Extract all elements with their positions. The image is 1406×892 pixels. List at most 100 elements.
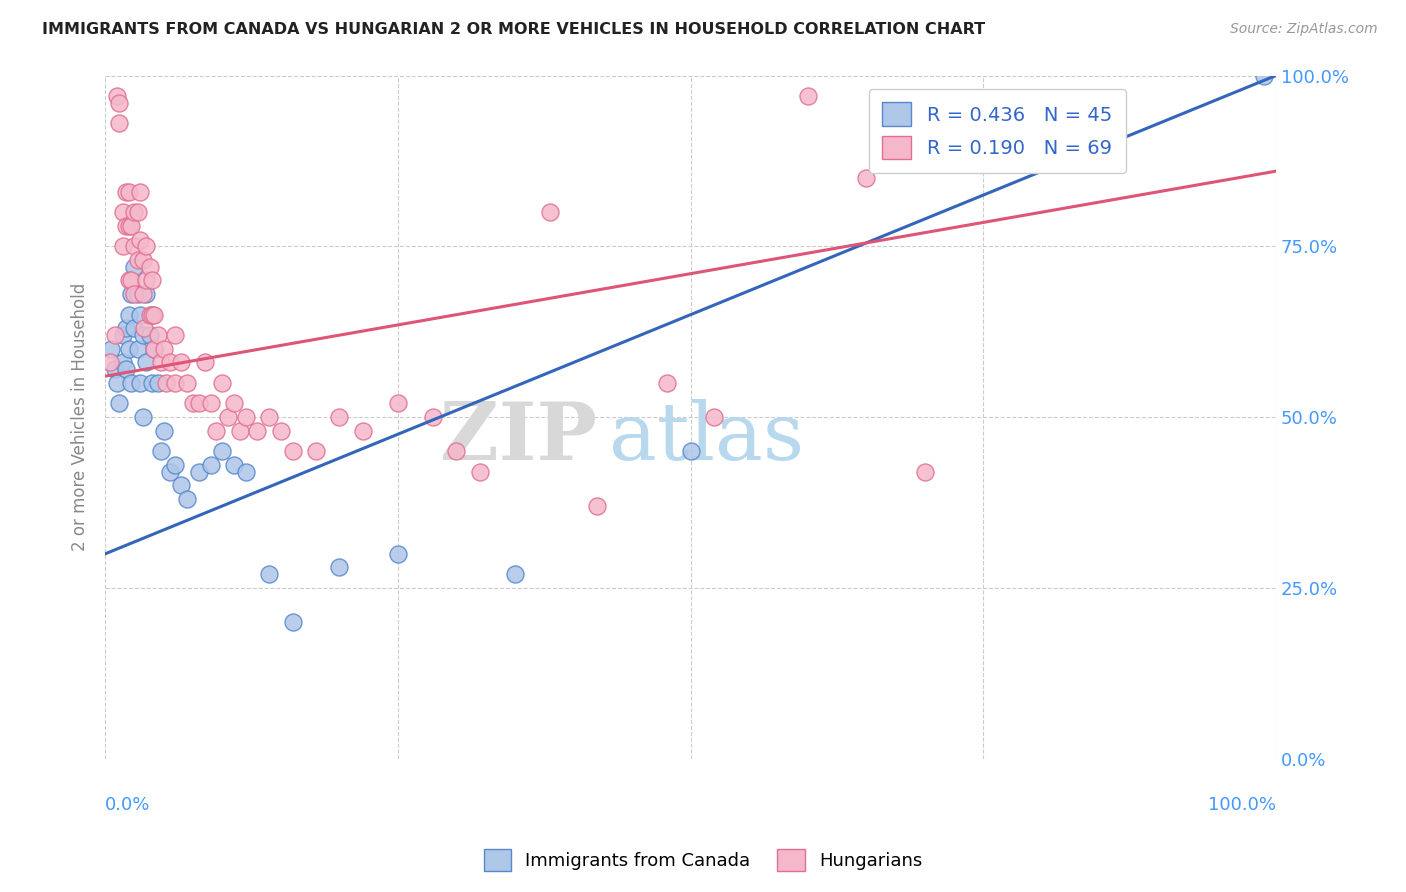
Point: [468, 465, 491, 479]
Point: [127, 342, 149, 356]
Point: [146, 376, 169, 390]
Point: [105, 376, 128, 390]
Point: [211, 376, 233, 390]
Point: [270, 424, 292, 438]
Point: [129, 185, 152, 199]
Point: [129, 376, 152, 390]
Point: [152, 342, 174, 356]
Point: [117, 185, 139, 199]
Point: [135, 355, 157, 369]
Point: [155, 376, 177, 390]
Point: [127, 287, 149, 301]
Point: [138, 328, 160, 343]
Point: [914, 465, 936, 479]
Point: [165, 328, 187, 343]
Point: [176, 492, 198, 507]
Point: [796, 89, 818, 103]
Text: atlas: atlas: [609, 399, 804, 476]
Point: [679, 444, 702, 458]
Point: [257, 567, 280, 582]
Point: [117, 219, 139, 233]
Point: [124, 205, 146, 219]
Point: [127, 252, 149, 267]
Point: [165, 376, 187, 390]
Point: [108, 95, 131, 110]
Point: [124, 260, 146, 274]
Point: [108, 396, 131, 410]
Point: [503, 567, 526, 582]
Point: [141, 308, 163, 322]
Point: [235, 465, 257, 479]
Point: [131, 410, 153, 425]
Point: [141, 376, 163, 390]
Point: [120, 219, 142, 233]
Point: [200, 458, 222, 472]
Point: [657, 376, 679, 390]
Point: [281, 615, 304, 629]
Point: [170, 478, 193, 492]
Point: [222, 396, 245, 410]
Point: [115, 219, 138, 233]
Point: [181, 396, 204, 410]
Point: [446, 444, 468, 458]
Point: [129, 233, 152, 247]
Point: [131, 328, 153, 343]
Point: [194, 355, 217, 369]
Point: [105, 89, 128, 103]
Point: [115, 185, 138, 199]
Point: [111, 328, 134, 343]
Point: [131, 287, 153, 301]
Point: [159, 465, 181, 479]
Y-axis label: 2 or more Vehicles in Household: 2 or more Vehicles in Household: [72, 283, 89, 551]
Point: [120, 376, 142, 390]
Point: [387, 547, 409, 561]
Point: [170, 355, 193, 369]
Point: [217, 410, 239, 425]
Text: ZIP: ZIP: [440, 399, 598, 476]
Point: [165, 458, 187, 472]
Point: [176, 376, 198, 390]
Point: [124, 321, 146, 335]
Point: [108, 116, 131, 130]
Point: [135, 239, 157, 253]
Point: [205, 424, 228, 438]
Text: 100.0%: 100.0%: [1208, 797, 1277, 814]
Point: [235, 410, 257, 425]
Point: [328, 560, 350, 574]
Point: [143, 342, 166, 356]
Point: [150, 355, 173, 369]
Point: [127, 205, 149, 219]
Text: Source: ZipAtlas.com: Source: ZipAtlas.com: [1230, 22, 1378, 37]
Point: [538, 205, 561, 219]
Point: [124, 287, 146, 301]
Point: [111, 205, 134, 219]
Point: [305, 444, 328, 458]
Point: [120, 287, 142, 301]
Legend: R = 0.436   N = 45, R = 0.190   N = 69: R = 0.436 N = 45, R = 0.190 N = 69: [869, 88, 1126, 173]
Point: [143, 308, 166, 322]
Point: [115, 321, 138, 335]
Legend: Immigrants from Canada, Hungarians: Immigrants from Canada, Hungarians: [477, 842, 929, 879]
Point: [187, 465, 209, 479]
Point: [111, 239, 134, 253]
Point: [117, 273, 139, 287]
Point: [143, 342, 166, 356]
Point: [703, 410, 725, 425]
Point: [855, 171, 877, 186]
Point: [152, 424, 174, 438]
Point: [200, 396, 222, 410]
Point: [187, 396, 209, 410]
Point: [129, 308, 152, 322]
Point: [115, 362, 138, 376]
Point: [246, 424, 269, 438]
Point: [150, 444, 173, 458]
Point: [132, 321, 155, 335]
Point: [103, 328, 125, 343]
Point: [211, 444, 233, 458]
Point: [146, 328, 169, 343]
Point: [586, 499, 609, 513]
Text: IMMIGRANTS FROM CANADA VS HUNGARIAN 2 OR MORE VEHICLES IN HOUSEHOLD CORRELATION : IMMIGRANTS FROM CANADA VS HUNGARIAN 2 OR…: [42, 22, 986, 37]
Point: [141, 273, 163, 287]
Point: [100, 342, 122, 356]
Point: [281, 444, 304, 458]
